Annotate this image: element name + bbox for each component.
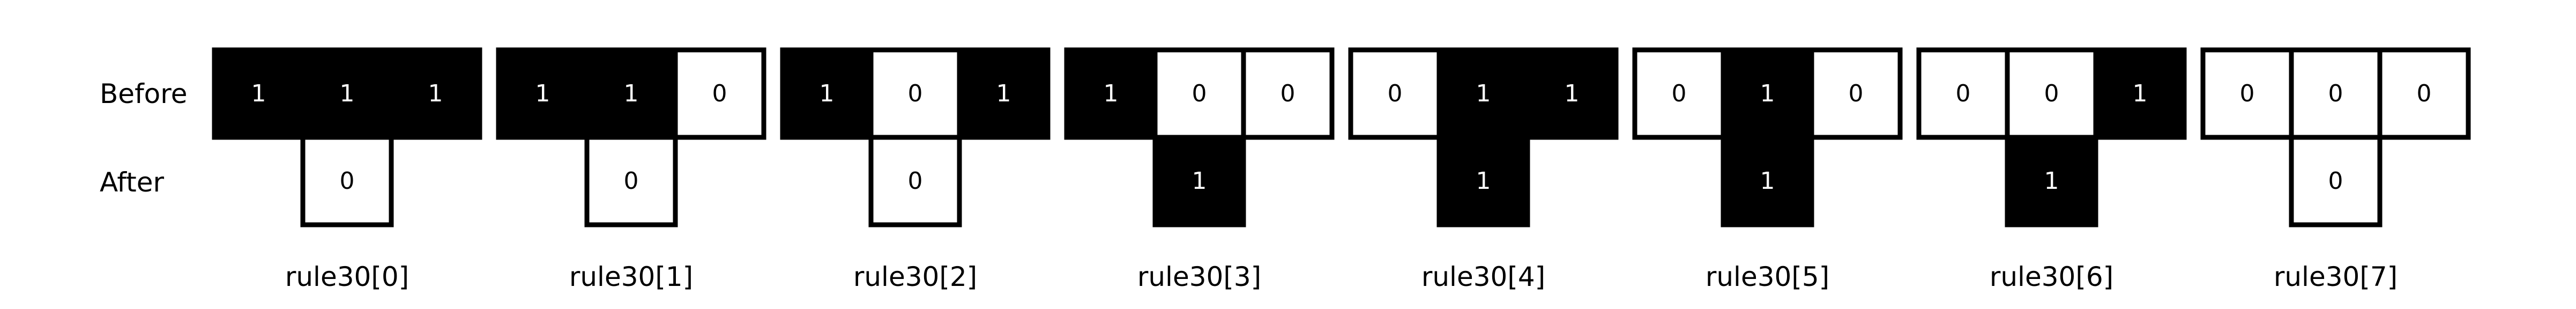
after-cell — [584, 135, 678, 227]
before-cell — [868, 47, 962, 140]
before-cell — [212, 47, 306, 140]
before-cell-value: 1 — [1760, 80, 1775, 107]
after-cell-value: 1 — [2044, 167, 2059, 195]
rules-layer: 1 1 1 0 rule30[0] 1 1 0 0 rule30[1] 1 0 1 0 rule30[2] 1… — [212, 47, 2471, 292]
before-cell — [1632, 47, 1726, 140]
before-cell — [780, 47, 874, 140]
after-cell-value: 0 — [2328, 167, 2343, 195]
before-cell — [673, 47, 766, 140]
before-cell-value: 0 — [1388, 80, 1403, 107]
rule-caption: rule30[0] — [285, 261, 409, 292]
before-cell-value: 0 — [1849, 80, 1864, 107]
before-cell-value: 0 — [1192, 80, 1207, 107]
before-cell — [2093, 47, 2187, 140]
before-cell-value: 0 — [712, 80, 727, 107]
after-cell — [1721, 135, 1814, 227]
before-cell-value: 1 — [428, 80, 443, 107]
before-cell-value: 1 — [535, 80, 550, 107]
after-cell-value: 1 — [1760, 167, 1775, 195]
before-cell-value: 0 — [1672, 80, 1687, 107]
before-cell-value: 1 — [2133, 80, 2148, 107]
after-cell — [2289, 135, 2383, 227]
before-cell-value: 0 — [2328, 80, 2343, 107]
before-cell-value: 1 — [820, 80, 835, 107]
rule-caption: rule30[4] — [1421, 261, 1545, 292]
before-cell-value: 0 — [2417, 80, 2432, 107]
before-cell-value: 1 — [1565, 80, 1580, 107]
before-cell-value: 1 — [340, 80, 355, 107]
rule-caption: rule30[5] — [1706, 261, 1829, 292]
before-cell — [1809, 47, 1903, 140]
after-cell — [300, 135, 394, 227]
before-cell-value: 0 — [908, 80, 923, 107]
before-cell — [1525, 47, 1619, 140]
before-cell — [1241, 47, 1335, 140]
before-row-label: Before — [100, 78, 187, 109]
before-cell — [1348, 47, 1442, 140]
rule-caption: rule30[1] — [569, 261, 693, 292]
rule-caption: rule30[6] — [1990, 261, 2113, 292]
before-cell-value: 1 — [251, 80, 266, 107]
before-cell-value: 1 — [1104, 80, 1119, 107]
before-cell — [1916, 47, 2010, 140]
before-cell — [2377, 47, 2471, 140]
after-cell-value: 0 — [624, 167, 639, 195]
after-cell-value: 1 — [1476, 167, 1491, 195]
after-cell — [1436, 135, 1530, 227]
before-cell-value: 1 — [996, 80, 1011, 107]
after-cell — [868, 135, 962, 227]
before-cell-value: 0 — [1280, 80, 1296, 107]
after-cell-value: 0 — [340, 167, 355, 195]
rule-caption: rule30[7] — [2274, 261, 2398, 292]
before-cell — [957, 47, 1051, 140]
after-cell — [1152, 135, 1246, 227]
before-cell-value: 1 — [1476, 80, 1491, 107]
before-cell — [496, 47, 590, 140]
after-row-label: After — [100, 167, 165, 198]
after-cell — [2005, 135, 2098, 227]
rule-caption: rule30[3] — [1137, 261, 1261, 292]
rule-caption: rule30[2] — [853, 261, 977, 292]
before-cell-value: 1 — [624, 80, 639, 107]
after-cell-value: 1 — [1192, 167, 1207, 195]
before-cell-value: 0 — [1956, 80, 1971, 107]
before-cell-value: 0 — [2044, 80, 2059, 107]
before-cell — [389, 47, 482, 140]
before-cell-value: 0 — [2240, 80, 2255, 107]
after-cell-value: 0 — [908, 167, 923, 195]
